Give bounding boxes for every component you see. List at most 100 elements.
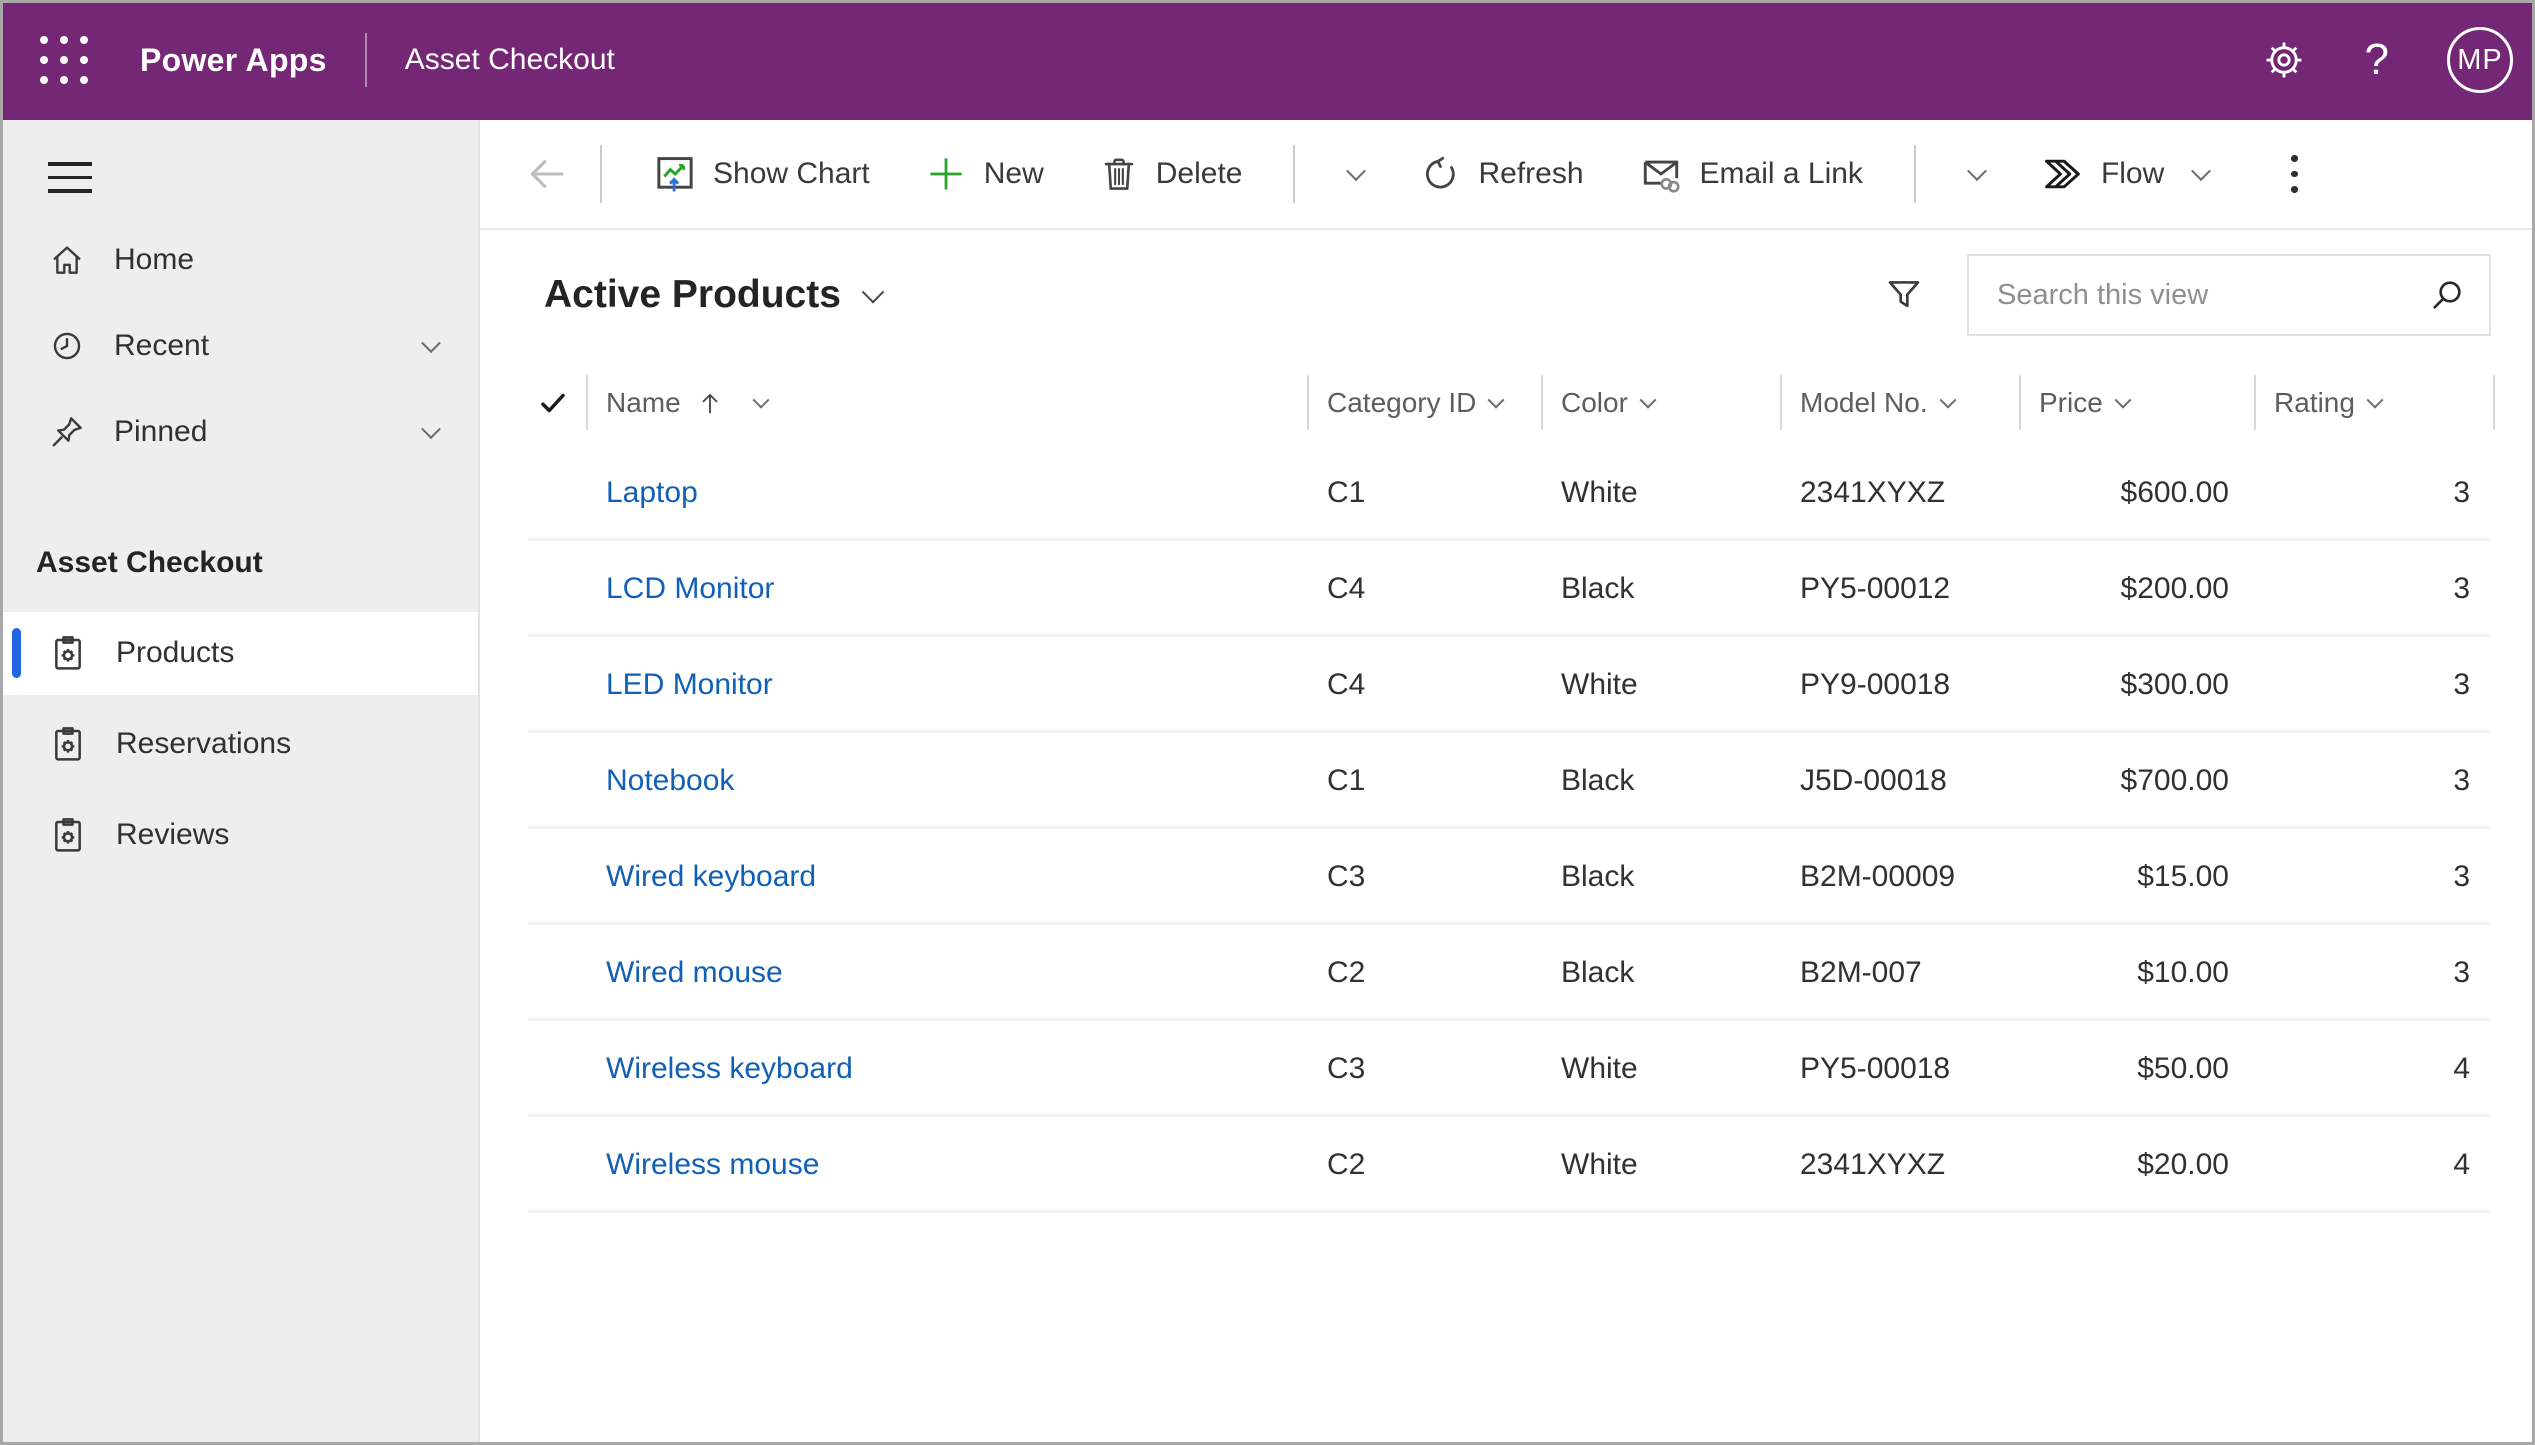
column-header-price[interactable]: Price: [2019, 360, 2254, 445]
product-name-link[interactable]: LED Monitor: [606, 668, 773, 701]
sidebar-item-reviews[interactable]: Reviews: [0, 794, 478, 877]
sidebar-item-products[interactable]: Products: [0, 611, 478, 695]
sidebar-item-reservations[interactable]: Reservations: [0, 703, 478, 786]
waffle-menu-icon[interactable]: [40, 36, 88, 84]
view-title: Active Products: [544, 273, 841, 316]
column-header-rating[interactable]: Rating: [2254, 360, 2495, 445]
price-cell: $600.00: [2120, 476, 2229, 509]
table-row[interactable]: Wired mouse C2 Black B2M-007 $10.00 3: [520, 925, 2535, 1021]
delete-button[interactable]: Delete: [1071, 120, 1270, 228]
toolbar-divider: [600, 145, 602, 203]
price-cell: $50.00: [2137, 1052, 2229, 1085]
column-header-category-id[interactable]: Category ID: [1307, 360, 1541, 445]
model-no-cell: B2M-00009: [1800, 860, 1956, 893]
email-a-link-button[interactable]: Email a Link: [1611, 120, 1890, 228]
topbar-divider: [364, 33, 367, 87]
select-all-checkbox[interactable]: [520, 360, 586, 445]
email-link-icon: [1638, 151, 1684, 197]
table-row[interactable]: Wired keyboard C3 Black B2M-00009 $15.00 3: [520, 829, 2535, 925]
rating-cell: 4: [2453, 1052, 2470, 1085]
table-row[interactable]: Notebook C1 Black J5D-00018 $700.00 3: [520, 733, 2535, 829]
product-name-link[interactable]: Wired mouse: [606, 956, 783, 989]
model-no-cell: PY5-00018: [1800, 1052, 1951, 1085]
category-id-cell: C3: [1327, 1052, 1366, 1085]
table-row[interactable]: LCD Monitor C4 Black PY5-00012 $200.00 3: [520, 541, 2535, 637]
sidebar-item-pinned[interactable]: Pinned: [0, 389, 478, 475]
view-search: [1967, 254, 2491, 336]
product-name-link[interactable]: LCD Monitor: [606, 572, 775, 605]
product-name-link[interactable]: Wireless mouse: [606, 1148, 820, 1181]
chevron-down-icon[interactable]: [421, 332, 441, 353]
search-icon[interactable]: [2427, 275, 2467, 315]
category-id-cell: C3: [1327, 860, 1366, 893]
delete-overflow-chevron[interactable]: [1319, 120, 1393, 228]
search-input[interactable]: [1997, 278, 2427, 312]
table-row[interactable]: Laptop C1 White 2341XYXZ $600.00 3: [520, 445, 2535, 541]
table-row[interactable]: Wireless mouse C2 White 2341XYXZ $20.00 4: [520, 1117, 2535, 1213]
category-id-cell: C2: [1327, 1148, 1366, 1181]
show-chart-button[interactable]: Show Chart: [626, 120, 897, 228]
refresh-button[interactable]: Refresh: [1393, 120, 1610, 228]
check-icon: [538, 388, 568, 418]
hamburger-menu-icon[interactable]: [48, 162, 92, 193]
rating-cell: 3: [2453, 956, 2470, 989]
column-label: Model No.: [1800, 386, 1928, 418]
column-header-model-no[interactable]: Model No.: [1780, 360, 2019, 445]
show-chart-label: Show Chart: [713, 157, 870, 190]
product-name-link[interactable]: Wired keyboard: [606, 860, 817, 893]
command-bar: Show Chart New: [480, 120, 2535, 230]
column-header-name[interactable]: Name: [586, 360, 1307, 445]
model-no-cell: PY9-00018: [1800, 668, 1951, 701]
sidebar-item-label: Reviews: [116, 818, 230, 851]
filter-icon[interactable]: [1883, 274, 1925, 316]
toolbar-divider: [1293, 145, 1296, 203]
help-icon[interactable]: ?: [2364, 35, 2389, 84]
settings-gear-icon[interactable]: [2261, 37, 2307, 83]
color-cell: Black: [1561, 956, 1635, 989]
refresh-label: Refresh: [1478, 157, 1584, 190]
sidebar-item-label: Reservations: [116, 727, 292, 760]
model-no-cell: J5D-00018: [1800, 764, 1947, 797]
avatar[interactable]: MP: [2447, 27, 2513, 93]
category-id-cell: C1: [1327, 764, 1366, 797]
product-name-link[interactable]: Laptop: [606, 476, 698, 509]
chevron-down-icon[interactable]: [421, 418, 441, 439]
flow-button[interactable]: Flow: [2014, 120, 2235, 228]
column-label: Price: [2039, 386, 2103, 418]
toolbar-divider: [1913, 145, 1916, 203]
clock-icon: [48, 327, 86, 365]
email-overflow-chevron[interactable]: [1940, 120, 2014, 228]
delete-label: Delete: [1155, 157, 1243, 190]
price-cell: $300.00: [2120, 668, 2229, 701]
chevron-down-icon: [2366, 391, 2384, 409]
category-id-cell: C1: [1327, 476, 1366, 509]
chevron-down-icon: [2114, 391, 2132, 409]
more-commands-button[interactable]: [2265, 120, 2324, 228]
table-row[interactable]: Wireless keyboard C3 White PY5-00018 $50.00 4: [520, 1021, 2535, 1117]
chevron-down-icon: [861, 280, 885, 304]
product-name-link[interactable]: Wireless keyboard: [606, 1052, 853, 1085]
category-id-cell: C4: [1327, 668, 1366, 701]
rating-cell: 3: [2453, 860, 2470, 893]
product-name[interactable]: Power Apps: [140, 41, 327, 78]
app-name[interactable]: Asset Checkout: [404, 43, 615, 76]
price-cell: $200.00: [2120, 572, 2229, 605]
product-name-link[interactable]: Notebook: [606, 764, 735, 797]
sidebar-item-recent[interactable]: Recent: [0, 303, 478, 389]
column-header-color[interactable]: Color: [1541, 360, 1780, 445]
new-button[interactable]: New: [897, 120, 1071, 228]
rating-cell: 4: [2453, 1148, 2470, 1181]
chevron-down-icon: [2191, 161, 2212, 182]
chevron-down-icon: [1639, 391, 1657, 409]
view-header: Active Products: [480, 230, 2535, 360]
sidebar: Home Recent: [0, 120, 480, 1445]
top-app-bar: Power Apps Asset Checkout ? MP: [0, 0, 2535, 120]
column-label: Category ID: [1327, 386, 1477, 418]
data-grid: Name Category ID Color: [480, 360, 2535, 1445]
column-label: Rating: [2274, 386, 2355, 418]
table-row[interactable]: LED Monitor C4 White PY9-00018 $300.00 3: [520, 637, 2535, 733]
sidebar-item-label: Pinned: [114, 414, 208, 448]
back-button[interactable]: [518, 151, 576, 197]
sidebar-item-home[interactable]: Home: [0, 217, 478, 303]
view-selector[interactable]: Active Products: [544, 273, 885, 317]
